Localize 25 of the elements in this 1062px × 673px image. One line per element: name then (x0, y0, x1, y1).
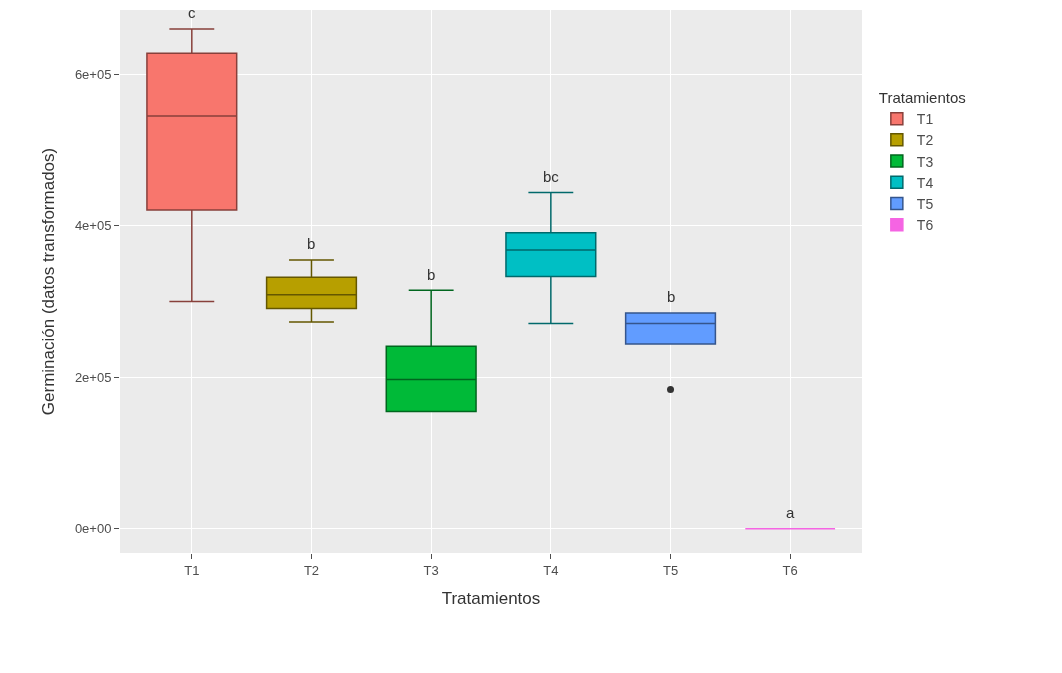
y-tick-label: 0e+00 (74, 521, 112, 537)
legend-title: Tratamientos (878, 89, 966, 107)
annotation: bc (543, 168, 560, 185)
x-tick-label: T2 (303, 562, 320, 578)
x-tick-label: T5 (662, 562, 679, 578)
x-tick-label: T6 (782, 562, 798, 578)
y-tick-label: 2e+05 (74, 369, 112, 385)
y-axis-title: Germinación (datos transformados) (39, 147, 59, 416)
legend-label: T2 (916, 132, 934, 149)
annotation: b (427, 266, 436, 283)
legend-label: T1 (916, 111, 934, 128)
y-tick-label: 4e+05 (74, 218, 112, 234)
x-tick-label: T1 (184, 562, 200, 578)
x-axis-title: Tratamientos (441, 589, 541, 608)
legend-label: T3 (916, 153, 934, 170)
annotation: b (667, 288, 676, 305)
x-tick-label: T4 (543, 562, 559, 578)
x-tick-label: T3 (423, 562, 439, 578)
legend-label: T6 (916, 217, 934, 234)
legend-label: T4 (916, 174, 934, 191)
legend-label: T5 (916, 195, 934, 212)
annotation: a (786, 504, 795, 521)
annotation: c (188, 4, 196, 21)
y-tick-label: 6e+05 (74, 66, 112, 82)
annotation: b (307, 235, 316, 252)
